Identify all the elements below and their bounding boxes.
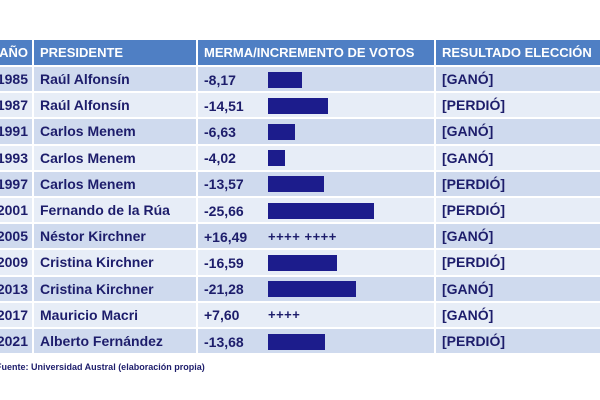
result-cell: [GANÓ] — [435, 117, 600, 145]
vote-change-value: -14,51 — [204, 97, 244, 114]
year-cell: 1987 — [0, 91, 34, 119]
vote-bar-area — [268, 124, 418, 141]
table-row: 1991Carlos Menem -6,63 [GANÓ] — [0, 117, 600, 145]
vote-change-value: +16,49 — [204, 228, 248, 245]
year-cell: 2013 — [0, 274, 34, 302]
vote-change-value: -13,57 — [204, 176, 244, 193]
vote-bar-area — [268, 97, 418, 114]
vote-loss-bar — [268, 97, 328, 114]
table-row: 2021Alberto Fernández -13,68 [PERDIÓ] — [0, 326, 600, 354]
president-cell: Mauricio Macri — [33, 300, 198, 328]
year-cell: 1985 — [0, 64, 34, 93]
president-cell: Fernando de la Rúa — [33, 195, 198, 224]
vote-loss-bar — [268, 281, 356, 298]
president-cell: Carlos Menem — [33, 117, 198, 145]
header-result: RESULTADO ELECCIÓN — [435, 40, 600, 66]
result-cell: [GANÓ] — [435, 300, 600, 328]
vote-loss-bar — [268, 255, 337, 272]
vote-change-value: -4,02 — [204, 150, 236, 167]
vote-change-cell: -16,59 — [197, 248, 436, 276]
vote-change-value: +7,60 — [204, 307, 240, 324]
vote-bar-area: ++++ — [268, 307, 418, 323]
vote-change-value: -16,59 — [204, 255, 244, 272]
vote-bar-area — [268, 281, 418, 298]
vote-loss-bar — [268, 333, 325, 350]
table-row: 2013Cristina Kirchner -21,28 [GANÓ] — [0, 274, 600, 302]
table-row: 1993Carlos Menem -4,02 [GANÓ] — [0, 143, 600, 171]
year-cell: 2021 — [0, 326, 34, 354]
table-row: 1987Raúl Alfonsín -14,51 [PERDIÓ] — [0, 91, 600, 119]
result-cell: [GANÓ] — [435, 222, 600, 250]
president-cell: Néstor Kirchner — [33, 222, 198, 250]
year-cell: 1997 — [0, 169, 34, 197]
vote-change-value: -21,28 — [204, 281, 244, 298]
vote-loss-bar — [268, 202, 374, 219]
vote-bar-area — [268, 255, 418, 272]
vote-bar-area — [268, 333, 418, 350]
table-row: 1985Raúl Alfonsín -8,17 [GANÓ] — [0, 64, 600, 93]
vote-loss-bar — [268, 150, 285, 167]
vote-bar-area — [268, 202, 418, 219]
year-cell: 1991 — [0, 117, 34, 145]
result-cell: [GANÓ] — [435, 143, 600, 171]
table-body: 1985Raúl Alfonsín-8,17[GANÓ]1987Raúl Alf… — [0, 64, 600, 354]
president-cell: Carlos Menem — [33, 169, 198, 197]
table-row: 2001Fernando de la Rúa -25,66 [PERDIÓ] — [0, 195, 600, 224]
vote-loss-bar — [268, 124, 296, 141]
table-row: 1997Carlos Menem -13,57 [PERDIÓ] — [0, 169, 600, 197]
header-votes: MERMA/INCREMENTO DE VOTOS — [197, 40, 436, 66]
result-cell: [PERDIÓ] — [435, 195, 600, 224]
vote-change-cell: -25,66 — [197, 195, 436, 224]
vote-gain-marks: ++++ ++++ — [268, 228, 337, 244]
result-cell: [PERDIÓ] — [435, 248, 600, 276]
year-cell: 1993 — [0, 143, 34, 171]
president-cell: Raúl Alfonsín — [33, 64, 198, 93]
year-cell: 2009 — [0, 248, 34, 276]
year-cell: 2005 — [0, 222, 34, 250]
president-cell: Carlos Menem — [33, 143, 198, 171]
results-table-container: AÑO PRESIDENTE MERMA/INCREMENTO DE VOTOS… — [0, 40, 600, 354]
president-cell: Alberto Fernández — [33, 326, 198, 354]
vote-loss-bar — [268, 71, 302, 88]
table-row: 2017Mauricio Macri +7,60 ++++ [GANÓ] — [0, 300, 600, 328]
vote-change-cell: -13,57 — [197, 169, 436, 197]
vote-change-value: -13,68 — [204, 333, 244, 350]
source-note: Fuente: Universidad Austral (elaboración… — [0, 362, 205, 372]
vote-loss-bar — [268, 176, 325, 193]
vote-gain-marks: ++++ — [268, 307, 301, 323]
vote-change-cell: -13,68 — [197, 326, 436, 354]
table-row: 2005Néstor Kirchner +16,49 ++++ ++++ [GANÓ] — [0, 222, 600, 250]
year-cell: 2017 — [0, 300, 34, 328]
year-cell: 2001 — [0, 195, 34, 224]
results-table: AÑO PRESIDENTE MERMA/INCREMENTO DE VOTOS… — [0, 40, 600, 354]
result-cell: [PERDIÓ] — [435, 169, 600, 197]
vote-change-value: -25,66 — [204, 202, 244, 219]
header-year: AÑO — [0, 40, 34, 66]
vote-change-cell: -14,51 — [197, 91, 436, 119]
vote-change-cell: -4,02 — [197, 143, 436, 171]
vote-change-cell: -21,28 — [197, 274, 436, 302]
vote-change-cell: -8,17 — [197, 64, 436, 93]
table-row: 2009Cristina Kirchner -16,59 [PERDIÓ] — [0, 248, 600, 276]
vote-change-cell: +7,60 ++++ — [197, 300, 436, 328]
president-cell: Raúl Alfonsín — [33, 91, 198, 119]
vote-bar-area — [268, 176, 418, 193]
vote-change-cell: -6,63 — [197, 117, 436, 145]
result-cell: [GANÓ] — [435, 64, 600, 93]
result-cell: [PERDIÓ] — [435, 91, 600, 119]
vote-bar-area — [268, 71, 418, 88]
vote-bar-area — [268, 150, 418, 167]
vote-bar-area: ++++ ++++ — [268, 229, 418, 245]
result-cell: [GANÓ] — [435, 274, 600, 302]
president-cell: Cristina Kirchner — [33, 274, 198, 302]
header-president: PRESIDENTE — [33, 40, 198, 66]
president-cell: Cristina Kirchner — [33, 248, 198, 276]
header-row: AÑO PRESIDENTE MERMA/INCREMENTO DE VOTOS… — [0, 40, 600, 66]
vote-change-value: -6,63 — [204, 124, 236, 141]
vote-change-value: -8,17 — [204, 71, 236, 88]
result-cell: [PERDIÓ] — [435, 326, 600, 354]
vote-change-cell: +16,49 ++++ ++++ — [197, 222, 436, 250]
